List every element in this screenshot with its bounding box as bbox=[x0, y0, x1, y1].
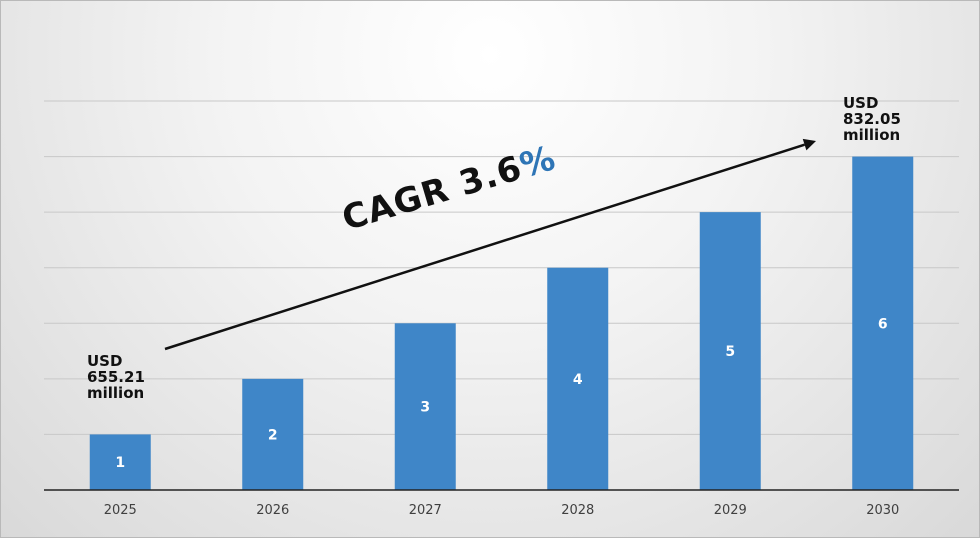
arrow-shaft bbox=[164, 143, 805, 351]
bar-2026 bbox=[242, 378, 304, 490]
bar-2028 bbox=[547, 267, 609, 490]
bar-data-label-2029: 5 bbox=[725, 344, 735, 360]
start-annotation-line3: million bbox=[87, 384, 145, 402]
end-annotation-line1: USD bbox=[843, 94, 879, 112]
x-tick-label-2027: 2027 bbox=[409, 503, 442, 518]
bars bbox=[89, 156, 914, 491]
bar-2029 bbox=[699, 212, 761, 490]
start-value-annotation: USD 655.21 million bbox=[87, 353, 145, 401]
x-tick-label-2029: 2029 bbox=[714, 503, 747, 518]
bar-data-labels: 1 2 3 4 5 6 bbox=[115, 316, 887, 471]
bar-data-label-2028: 4 bbox=[573, 372, 583, 388]
start-annotation-line1: USD bbox=[87, 352, 123, 370]
bar-2030 bbox=[852, 156, 914, 491]
x-axis-tick-labels: 2025 2026 2027 2028 2029 2030 bbox=[104, 503, 900, 518]
bar-2025 bbox=[89, 434, 151, 490]
bar-2027 bbox=[394, 323, 456, 490]
gridlines bbox=[44, 100, 959, 435]
bar-data-label-2030: 6 bbox=[878, 316, 888, 332]
arrow-head bbox=[802, 138, 816, 151]
end-value-annotation: USD 832.05 million bbox=[843, 95, 901, 143]
start-annotation-line2: 655.21 bbox=[87, 368, 145, 386]
bar-data-label-2025: 1 bbox=[115, 455, 125, 471]
x-tick-label-2025: 2025 bbox=[104, 503, 137, 518]
end-annotation-line3: million bbox=[843, 126, 901, 144]
end-annotation-line2: 832.05 bbox=[843, 110, 901, 128]
x-tick-label-2026: 2026 bbox=[256, 503, 289, 518]
cagr-arrow bbox=[164, 138, 816, 351]
x-tick-label-2028: 2028 bbox=[561, 503, 594, 518]
x-tick-label-2030: 2030 bbox=[866, 503, 899, 518]
bar-data-label-2026: 2 bbox=[268, 427, 278, 443]
bar-data-label-2027: 3 bbox=[420, 400, 430, 416]
